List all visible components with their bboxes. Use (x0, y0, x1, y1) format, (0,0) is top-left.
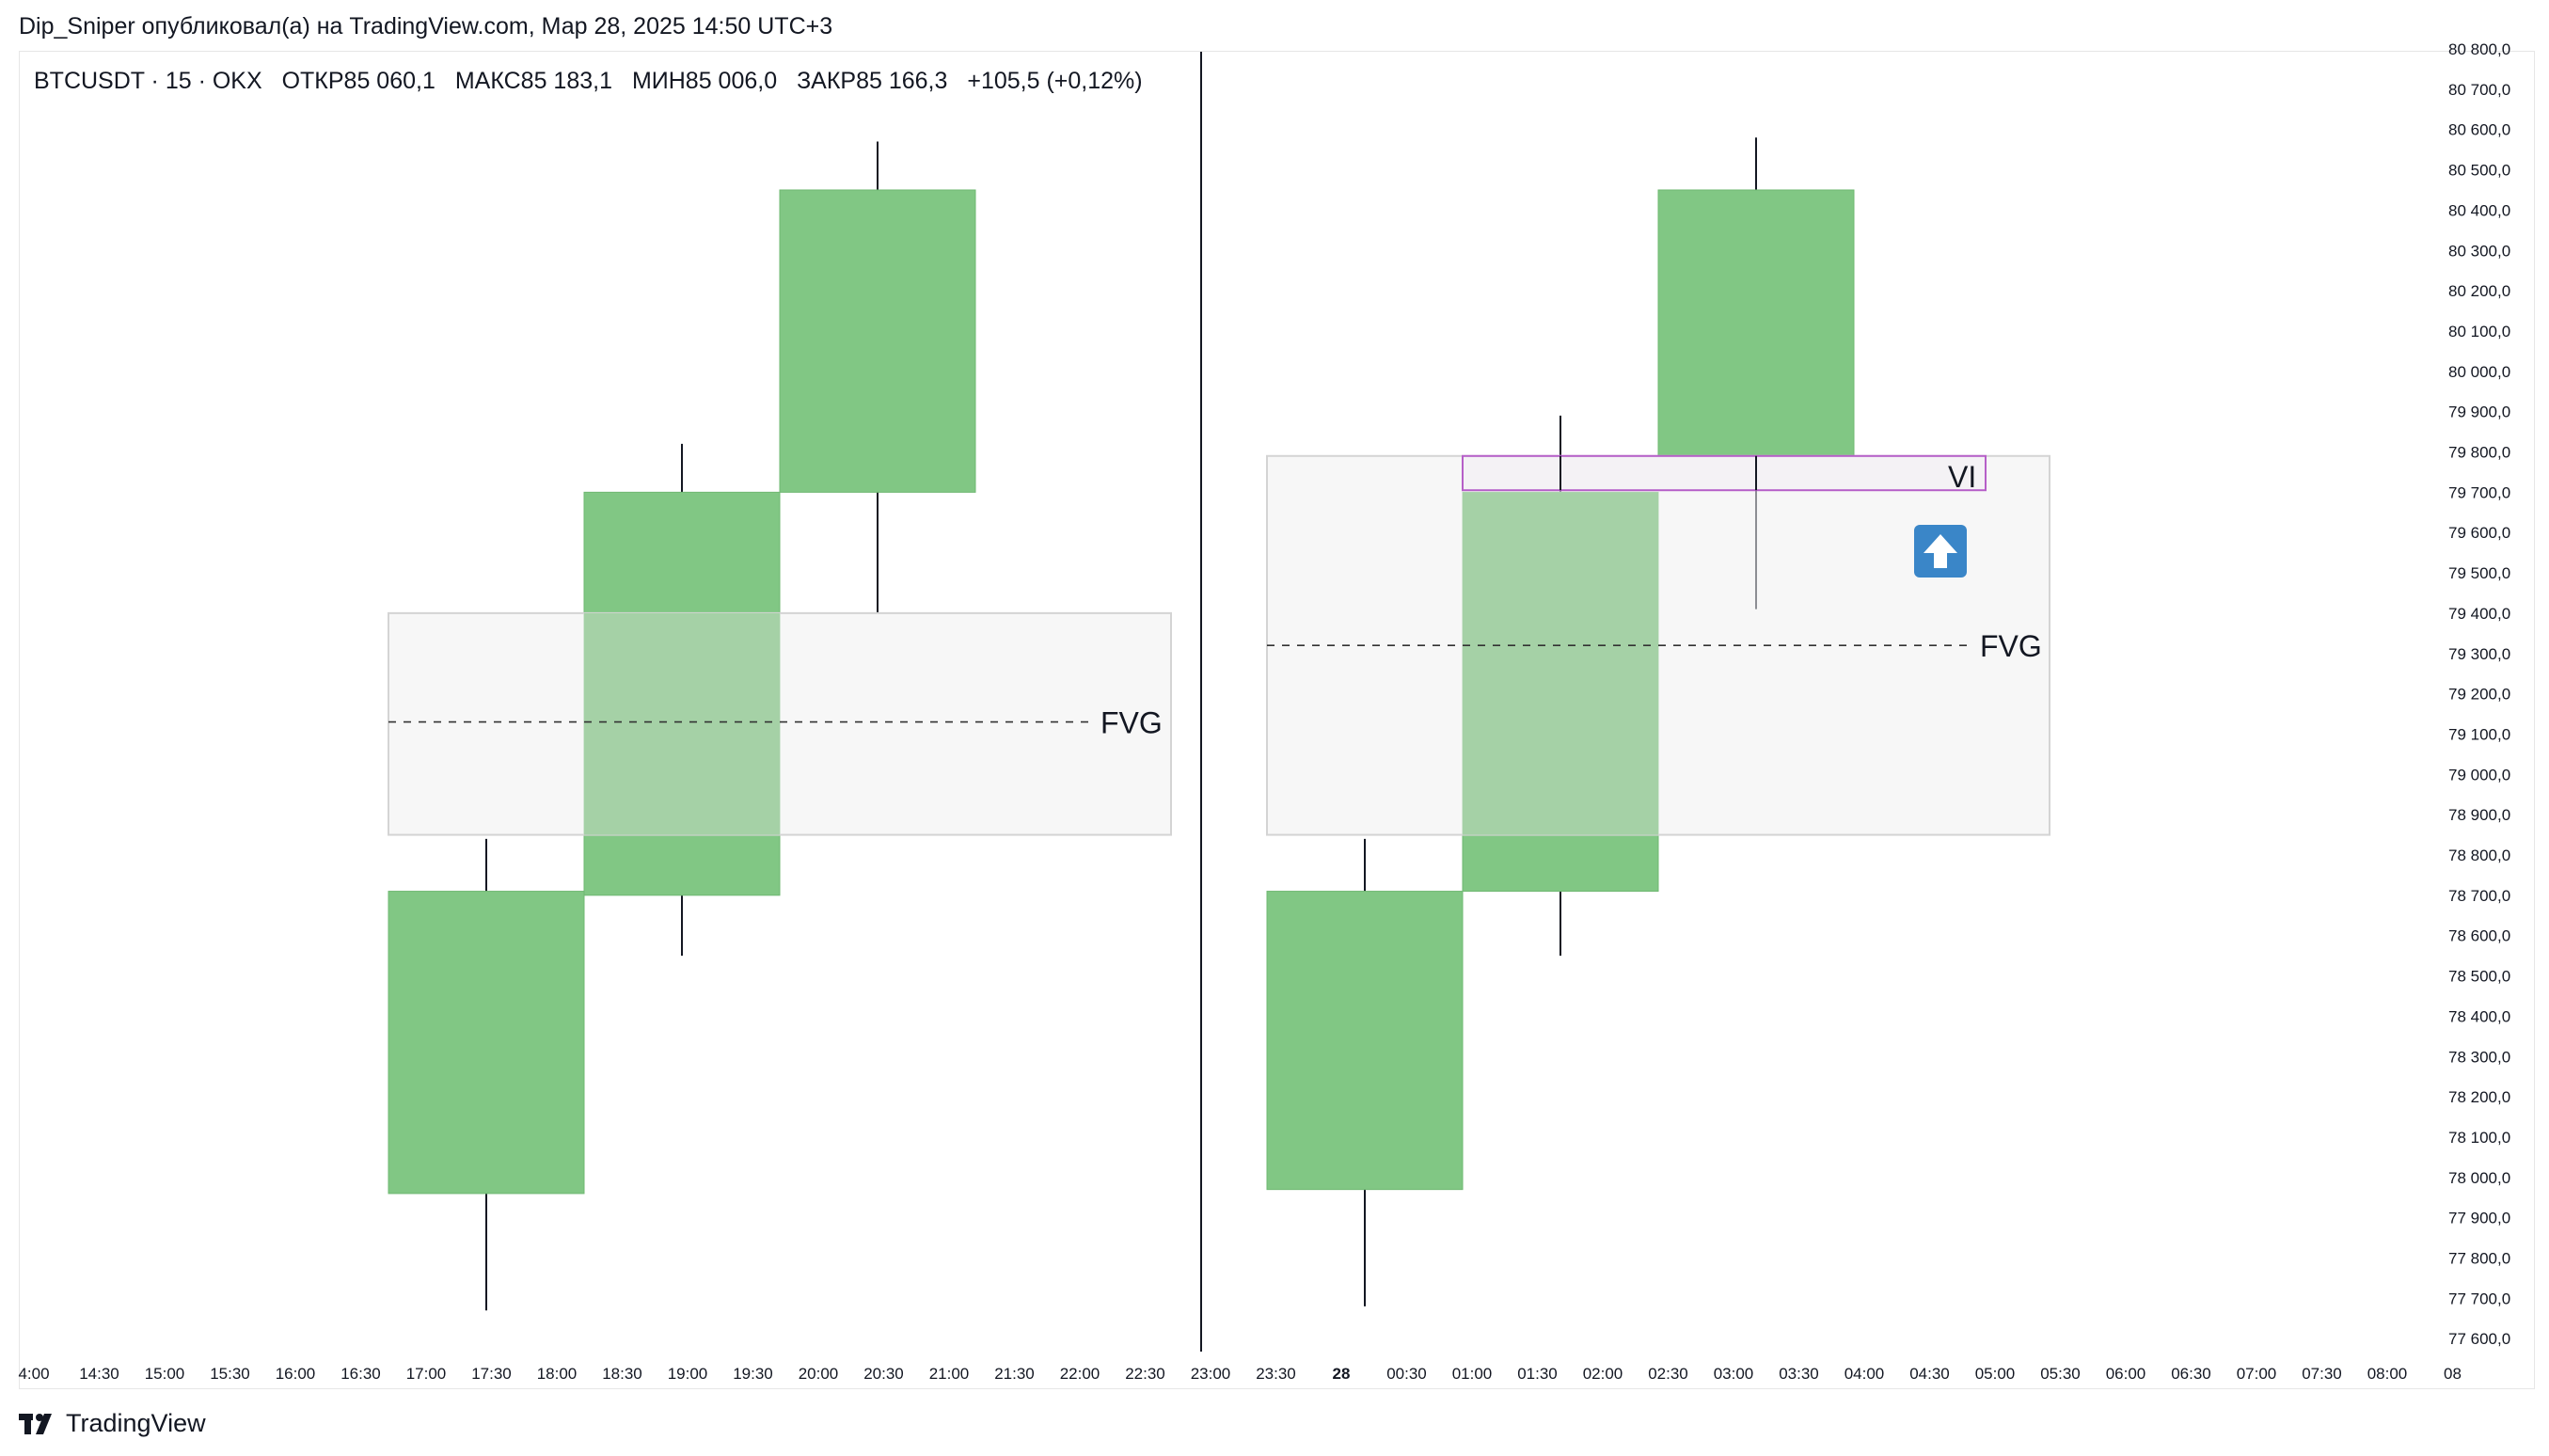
vi-zone[interactable] (1462, 454, 1987, 492)
time-axis-label: 15:00 (145, 1365, 185, 1383)
price-axis-label: 79 200,0 (2448, 686, 2510, 704)
time-axis-label: 01:00 (1452, 1365, 1493, 1383)
time-axis-label: 17:30 (471, 1365, 512, 1383)
price-axis-label: 78 900,0 (2448, 806, 2510, 824)
time-axis-label: 06:00 (2106, 1365, 2146, 1383)
price-axis-label: 78 700,0 (2448, 887, 2510, 905)
price-axis-label: 80 700,0 (2448, 81, 2510, 99)
tradingview-logo-text: TradingView (66, 1409, 206, 1437)
symbol-legend: BTCUSDT · 15 · OKX ОТКР85 060,1 МАКС85 1… (34, 68, 1156, 95)
time-axis-label: 16:30 (340, 1365, 381, 1383)
time-axis-label: 23:30 (1256, 1365, 1296, 1383)
publish-caption: Dip_Sniper опубликовал(а) на TradingView… (19, 13, 833, 40)
price-axis-label: 79 800,0 (2448, 444, 2510, 462)
time-axis-label: 05:30 (2040, 1365, 2081, 1383)
time-axis-label: 07:30 (2302, 1365, 2342, 1383)
price-axis-label: 80 300,0 (2448, 242, 2510, 260)
price-axis-label: 80 500,0 (2448, 162, 2510, 180)
time-axis-label: 19:30 (733, 1365, 773, 1383)
tradingview-logo-icon (19, 1413, 52, 1434)
time-axis-label: 14:30 (79, 1365, 119, 1383)
price-axis-label: 79 400,0 (2448, 605, 2510, 623)
price-axis-label: 79 600,0 (2448, 524, 2510, 542)
time-axis-label: 08:00 (2367, 1365, 2408, 1383)
price-axis-label: 78 200,0 (2448, 1088, 2510, 1106)
time-axis-label: 28 (1333, 1365, 1351, 1383)
price-axis-label: 80 400,0 (2448, 201, 2510, 219)
price-axis-label: 79 900,0 (2448, 404, 2510, 421)
price-axis-label: 79 300,0 (2448, 645, 2510, 663)
time-axis-label: 21:30 (994, 1365, 1035, 1383)
legend-high: МАКС85 183,1 (454, 68, 612, 94)
tradingview-logo[interactable]: TradingView (19, 1409, 206, 1438)
time-axis-label: 03:30 (1779, 1365, 1819, 1383)
time-axis-label: 22:00 (1060, 1365, 1100, 1383)
time-axis-label: 06:30 (2171, 1365, 2211, 1383)
chart-frame[interactable] (19, 51, 2535, 1389)
fvg-label: FVG (1980, 629, 2042, 663)
time-axis-label: 07:00 (2237, 1365, 2277, 1383)
price-axis-label: 78 400,0 (2448, 1007, 2510, 1025)
candle-body[interactable] (388, 891, 585, 1195)
time-axis-label: 21:00 (929, 1365, 970, 1383)
price-axis-label: 80 800,0 (2448, 40, 2510, 58)
legend-symbol[interactable]: BTCUSDT · 15 · OKX (34, 68, 262, 94)
candle-body[interactable] (1266, 891, 1464, 1191)
time-axis-label: 18:30 (602, 1365, 642, 1383)
up-arrow-icon (1924, 534, 1957, 568)
price-axis-label: 80 200,0 (2448, 282, 2510, 300)
time-axis-label: 16:00 (276, 1365, 316, 1383)
price-axis-label: 78 600,0 (2448, 927, 2510, 945)
time-axis-label: 23:00 (1191, 1365, 1231, 1383)
price-axis-label: 79 100,0 (2448, 725, 2510, 743)
candle-body[interactable] (779, 189, 976, 493)
time-axis-label: 03:00 (1714, 1365, 1754, 1383)
time-axis-label: 20:00 (799, 1365, 839, 1383)
price-axis-label: 78 000,0 (2448, 1169, 2510, 1187)
time-axis-label: 00:30 (1386, 1365, 1427, 1383)
legend-low: МИН85 006,0 (631, 68, 778, 94)
time-axis-label: 02:00 (1583, 1365, 1623, 1383)
candle-body[interactable] (1657, 189, 1855, 457)
price-axis-label: 79 000,0 (2448, 766, 2510, 783)
fvg-label: FVG (1100, 706, 1163, 740)
legend-open: ОТКР85 060,1 (281, 68, 435, 94)
price-axis-label: 80 600,0 (2448, 121, 2510, 139)
time-axis-label: 22:30 (1125, 1365, 1165, 1383)
vi-label: VI (1948, 460, 1976, 494)
time-axis-label: 08 (2444, 1365, 2462, 1383)
price-axis-label: 78 800,0 (2448, 847, 2510, 864)
time-axis-label: 17:00 (406, 1365, 447, 1383)
candle-body-overlap (1463, 492, 1658, 835)
time-axis-label: 18:00 (537, 1365, 578, 1383)
price-axis-label: 80 000,0 (2448, 363, 2510, 381)
time-axis-label: 20:30 (863, 1365, 904, 1383)
price-axis-label: 78 500,0 (2448, 968, 2510, 986)
time-axis-label: 02:30 (1648, 1365, 1688, 1383)
price-axis-label: 77 600,0 (2448, 1330, 2510, 1348)
time-axis-label: 4:00 (18, 1365, 49, 1383)
legend-close: ЗАКР85 166,3 (797, 68, 948, 94)
legend-change: +105,5 (+0,12%) (967, 68, 1143, 94)
price-axis-label: 80 100,0 (2448, 323, 2510, 340)
price-axis-label: 78 300,0 (2448, 1048, 2510, 1066)
time-axis-label: 04:30 (1909, 1365, 1950, 1383)
candle-body-overlap (584, 612, 780, 835)
time-axis-label: 04:00 (1844, 1365, 1885, 1383)
price-axis-label: 77 700,0 (2448, 1290, 2510, 1307)
time-axis-label: 19:00 (668, 1365, 708, 1383)
price-axis-label: 79 500,0 (2448, 564, 2510, 582)
time-axis-label: 15:30 (210, 1365, 250, 1383)
time-axis-label: 05:00 (1975, 1365, 2016, 1383)
price-axis-label: 78 100,0 (2448, 1129, 2510, 1147)
time-axis-label: 01:30 (1517, 1365, 1558, 1383)
price-axis-label: 77 900,0 (2448, 1210, 2510, 1227)
price-axis-label: 77 800,0 (2448, 1250, 2510, 1268)
price-axis-label: 79 700,0 (2448, 483, 2510, 501)
